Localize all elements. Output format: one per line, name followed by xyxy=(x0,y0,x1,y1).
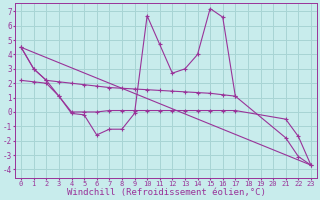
X-axis label: Windchill (Refroidissement éolien,°C): Windchill (Refroidissement éolien,°C) xyxy=(67,188,266,197)
